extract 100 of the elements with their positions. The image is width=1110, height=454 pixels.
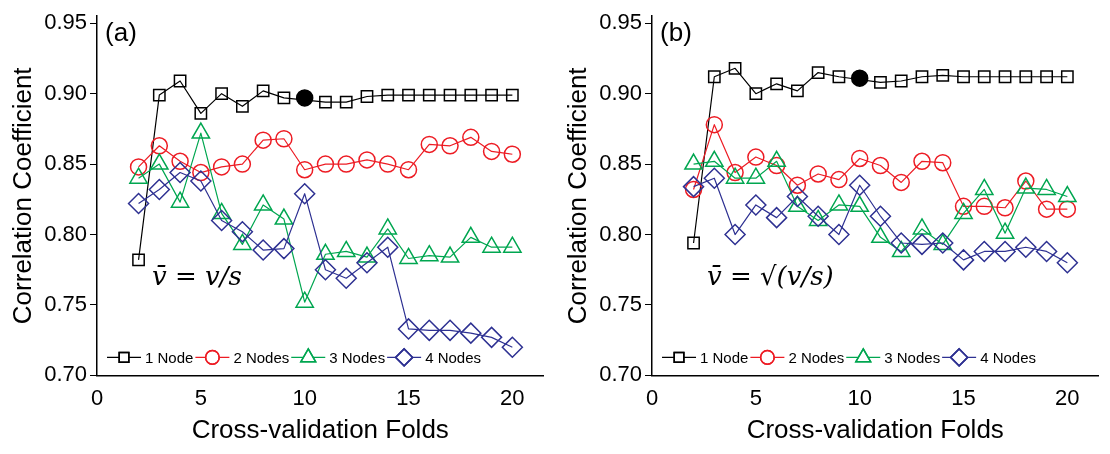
- point: [934, 153, 952, 172]
- y-tick-label: 0.80: [599, 220, 643, 246]
- y-tick-label: 0.85: [599, 150, 643, 176]
- point: [687, 236, 700, 250]
- x-axis-title: Cross-validation Folds: [191, 413, 449, 444]
- annotation: (a): [105, 17, 137, 48]
- legend-label: 3 Nodes: [329, 348, 386, 366]
- y-tick-label: 0.70: [599, 361, 643, 387]
- point: [356, 251, 378, 274]
- point: [377, 236, 399, 258]
- y-tick-label: 0.85: [44, 150, 88, 176]
- point: [399, 160, 418, 179]
- legend-label: 4 Nodes: [980, 348, 1036, 366]
- annotation: v̄ = v/s: [152, 261, 242, 292]
- point: [790, 84, 804, 98]
- point: [171, 152, 189, 171]
- point: [1019, 70, 1033, 84]
- point: [360, 90, 374, 103]
- legend-label: 1 Node: [145, 348, 194, 366]
- point: [996, 199, 1014, 217]
- point: [314, 259, 337, 281]
- point: [892, 173, 910, 192]
- point: [235, 99, 249, 113]
- point: [210, 209, 233, 232]
- point: [254, 131, 272, 149]
- x-tick-label: 20: [1055, 384, 1080, 410]
- point: [397, 318, 420, 340]
- point: [975, 197, 994, 216]
- point: [358, 151, 376, 169]
- point: [765, 206, 788, 229]
- point: [747, 148, 765, 166]
- point: [724, 223, 746, 246]
- point: [832, 70, 846, 84]
- x-tick-label: 0: [90, 384, 104, 410]
- point: [503, 145, 522, 163]
- point: [152, 88, 166, 102]
- point: [1035, 240, 1058, 263]
- point: [462, 128, 480, 147]
- point: [952, 249, 975, 271]
- point: [148, 178, 171, 201]
- point: [233, 155, 252, 173]
- point: [728, 61, 742, 75]
- y-tick-label: 0.95: [599, 9, 643, 35]
- point: [1015, 236, 1037, 258]
- annotation: (b): [660, 17, 692, 48]
- x-tick-label: 0: [645, 384, 659, 410]
- point: [443, 88, 457, 102]
- point: [973, 240, 996, 263]
- point: [464, 88, 478, 102]
- point: [460, 322, 482, 344]
- x-tick-label: 5: [749, 384, 762, 410]
- y-tick-label: 0.80: [44, 220, 88, 246]
- point: [894, 74, 908, 88]
- point: [150, 137, 169, 155]
- y-tick-label: 0.70: [44, 361, 88, 387]
- point: [422, 88, 436, 102]
- point: [770, 77, 784, 91]
- point: [786, 185, 809, 208]
- point: [212, 158, 231, 176]
- point: [501, 336, 524, 358]
- point: [1060, 70, 1074, 84]
- point: [169, 161, 191, 184]
- point: [936, 68, 950, 82]
- x-tick-label: 10: [292, 384, 317, 410]
- y-tick-label: 0.75: [599, 291, 643, 317]
- point: [231, 220, 254, 243]
- point: [707, 70, 721, 84]
- legend-label: 3 Nodes: [884, 348, 941, 366]
- point: [848, 174, 871, 196]
- point: [749, 87, 763, 101]
- point: [850, 149, 869, 168]
- point: [277, 91, 291, 105]
- y-tick-label: 0.90: [599, 79, 643, 105]
- point: [767, 156, 786, 175]
- point: [994, 240, 1016, 263]
- point: [703, 167, 726, 189]
- legend-label: 2 Nodes: [788, 348, 845, 366]
- point: [418, 319, 441, 342]
- y-tick-label: 0.90: [44, 79, 88, 105]
- y-axis-title: Correlation Coefficient: [6, 66, 37, 325]
- point: [215, 87, 229, 101]
- point: [129, 158, 148, 176]
- point: [379, 155, 397, 173]
- point: [682, 175, 705, 198]
- point: [252, 239, 274, 261]
- point: [273, 237, 295, 260]
- point: [705, 115, 724, 134]
- point: [295, 160, 314, 179]
- legend-label: 1 Node: [700, 348, 749, 366]
- point: [441, 137, 459, 155]
- point: [745, 194, 767, 216]
- point: [684, 180, 703, 199]
- point: [1058, 200, 1077, 218]
- point: [381, 88, 395, 102]
- legend-label: 4 Nodes: [425, 348, 481, 366]
- point: [293, 182, 316, 205]
- x-tick-label: 15: [951, 384, 976, 410]
- annotation: v̄ = √(v/s): [707, 261, 834, 292]
- point: [809, 165, 827, 183]
- point: [402, 88, 415, 102]
